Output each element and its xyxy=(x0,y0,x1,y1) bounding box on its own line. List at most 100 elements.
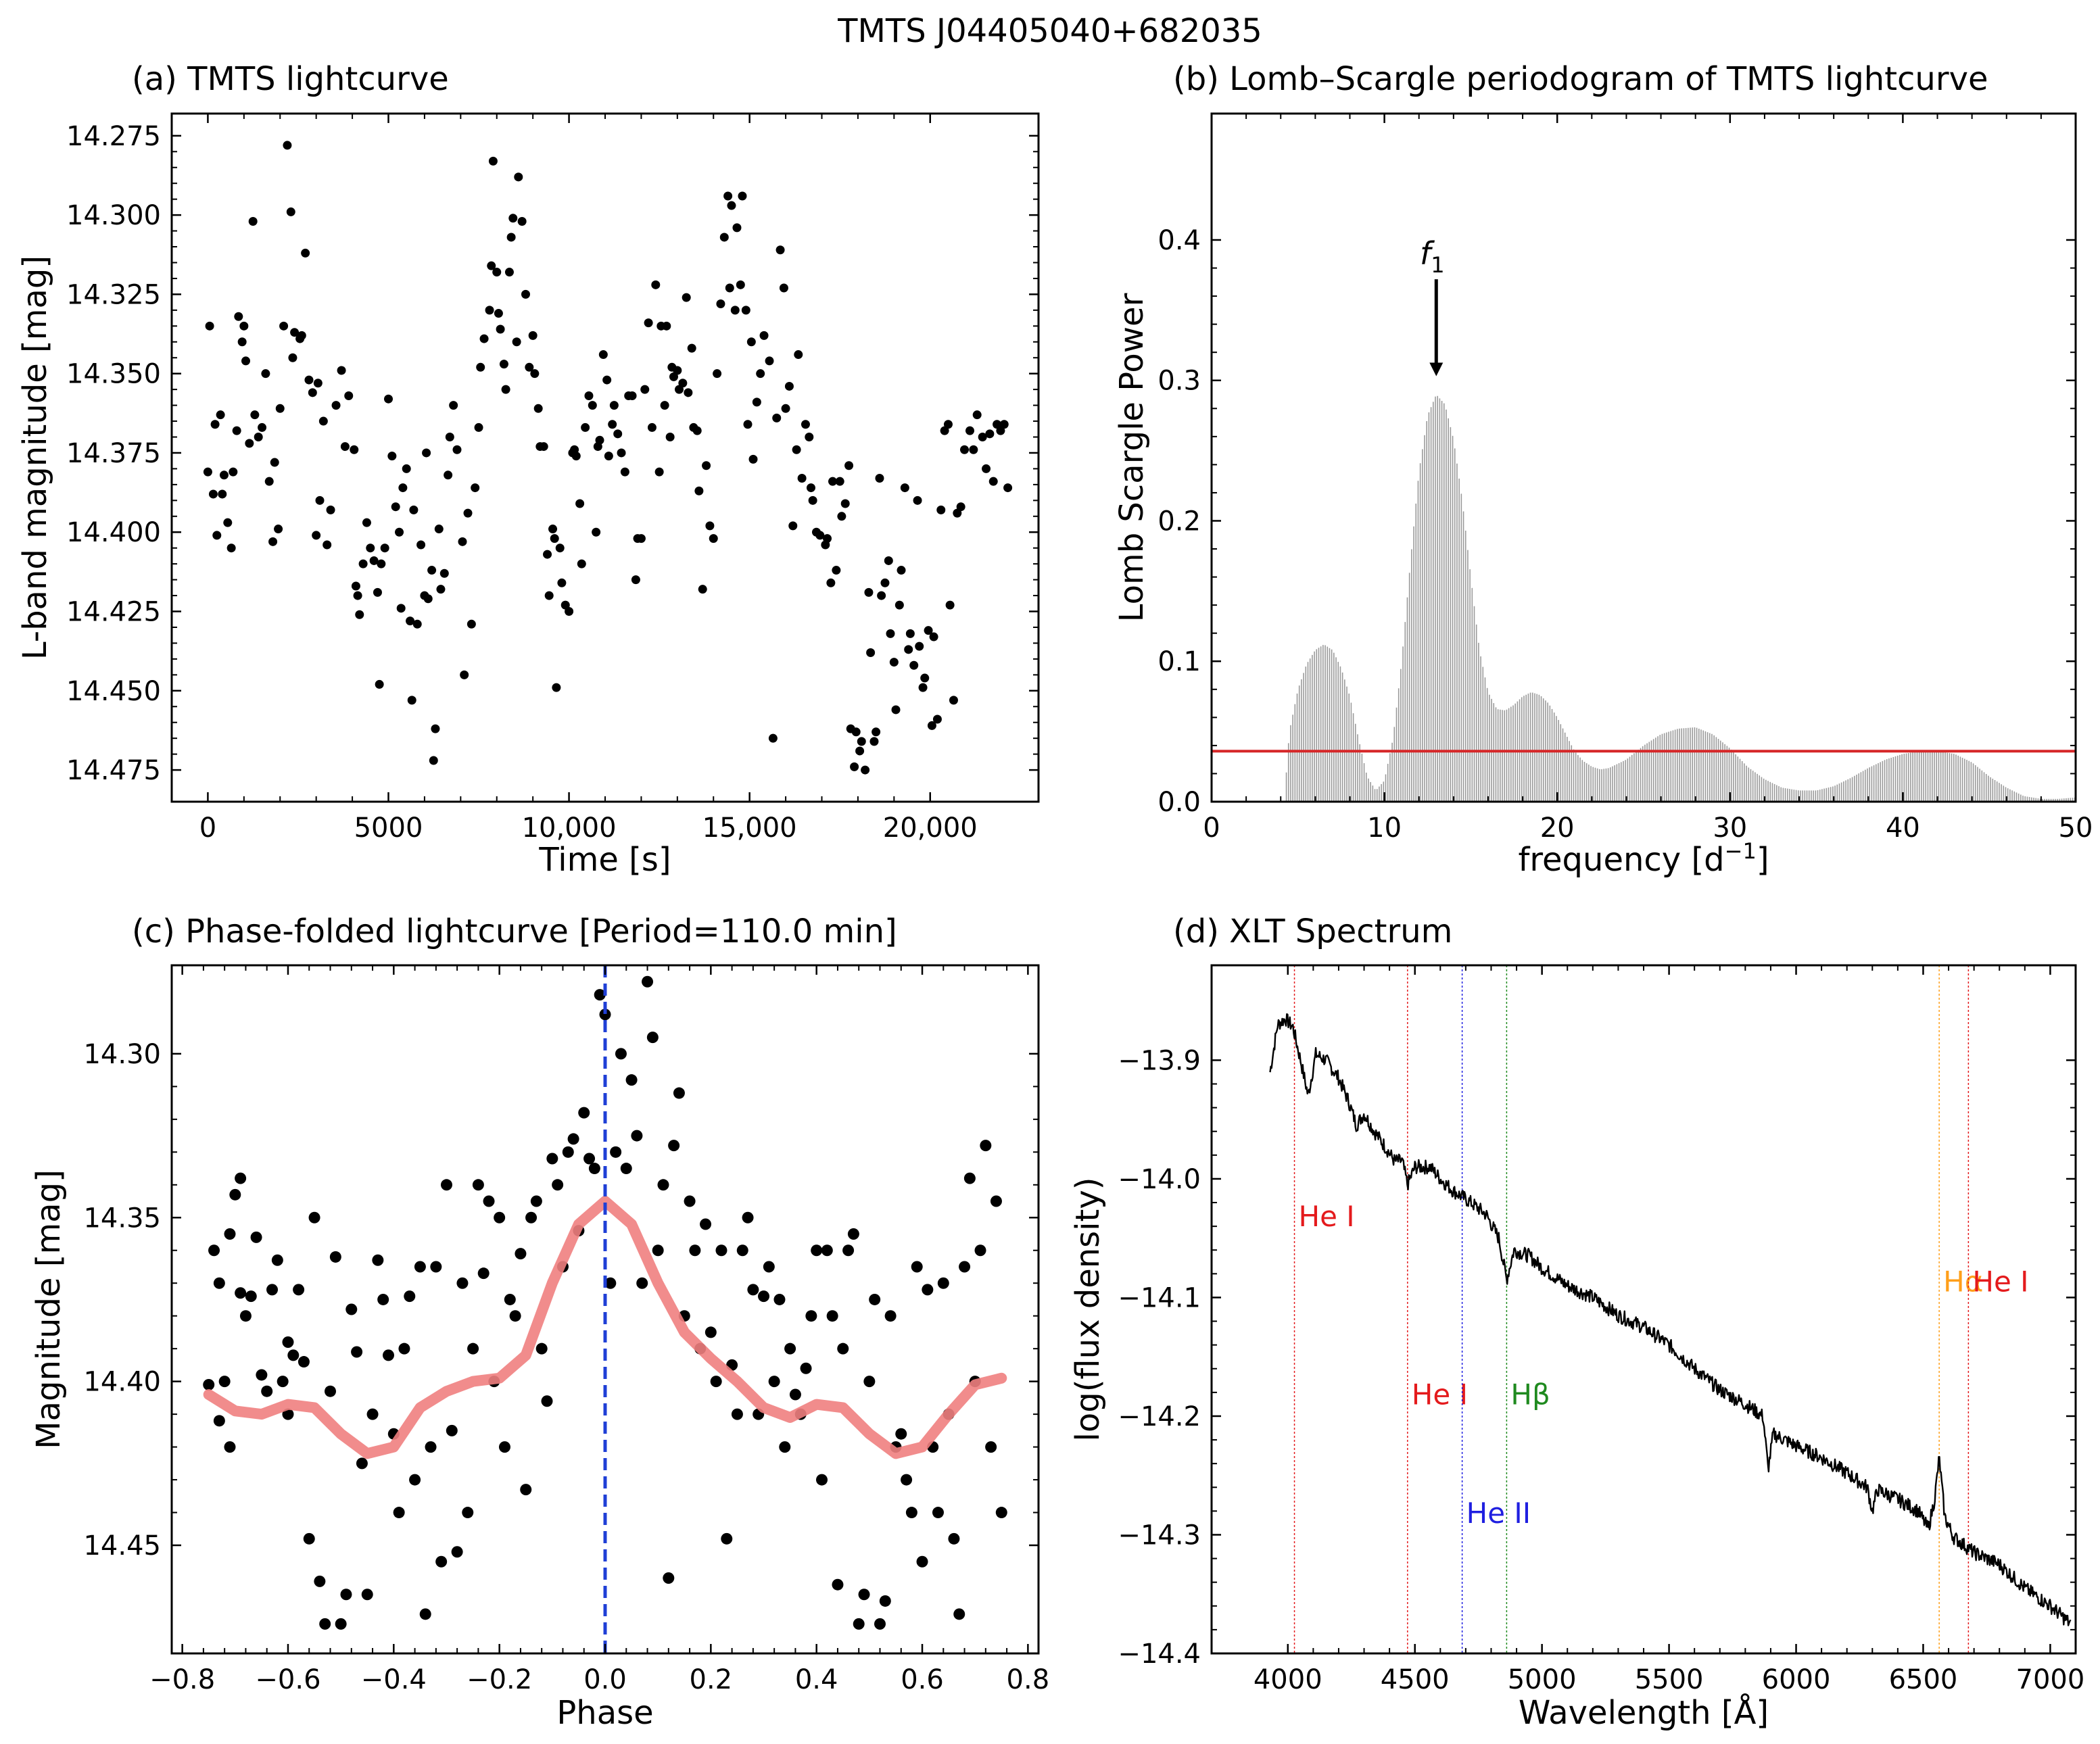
phase-point xyxy=(636,1277,648,1289)
lightcurve-point xyxy=(869,737,879,746)
f1-label: f1 xyxy=(1420,235,1445,278)
lightcurve-point xyxy=(752,397,761,407)
lightcurve-point xyxy=(380,543,389,553)
phase-point xyxy=(366,1408,379,1420)
phase-point xyxy=(604,1277,617,1289)
lightcurve-point xyxy=(261,369,270,379)
phase-point xyxy=(578,1107,590,1119)
phase-point xyxy=(826,1310,838,1322)
phase-point xyxy=(652,1244,664,1257)
lightcurve-point xyxy=(471,483,480,493)
lightcurve-point xyxy=(889,658,899,667)
lightcurve-point xyxy=(792,445,801,454)
lightcurve-point xyxy=(398,483,408,493)
lightcurve-point xyxy=(254,433,263,442)
phase-point xyxy=(297,1356,310,1368)
lightcurve-point xyxy=(402,464,411,473)
phase-point xyxy=(266,1284,279,1296)
lightcurve-point xyxy=(660,401,669,410)
phase-point xyxy=(245,1290,257,1303)
phase-point xyxy=(583,1153,596,1165)
lightcurve-point xyxy=(866,648,876,658)
lightcurve-point xyxy=(709,534,718,543)
panel-d-axes-frame xyxy=(1210,964,2077,1655)
lightcurve-point xyxy=(373,587,382,597)
lightcurve-point xyxy=(936,505,946,514)
phase-point xyxy=(700,1218,712,1230)
lightcurve-point xyxy=(436,585,446,594)
lightcurve-point xyxy=(909,660,919,670)
phase-point xyxy=(208,1244,220,1257)
lightcurve-point xyxy=(412,619,422,629)
lightcurve-point xyxy=(913,495,922,505)
panel-d-xtick-label: 5500 xyxy=(1635,1664,1704,1695)
phase-point xyxy=(239,1310,252,1322)
lightcurve-point xyxy=(775,245,785,255)
lightcurve-point xyxy=(732,223,742,233)
lightcurve-point xyxy=(784,381,794,391)
lightcurve-point xyxy=(208,489,218,499)
lightcurve-point xyxy=(794,350,803,360)
panel-d-ytick-label: −13.9 xyxy=(1118,1045,1201,1076)
lightcurve-point xyxy=(692,426,702,435)
phase-point xyxy=(498,1441,510,1453)
panel-b-ytick-label: 0.1 xyxy=(1158,646,1201,677)
phase-point xyxy=(932,1507,944,1519)
panel-b-xtick-label: 30 xyxy=(1713,813,1747,844)
panel-b-data-layer: f1 xyxy=(1212,235,2076,802)
lightcurve-point xyxy=(723,191,733,201)
panel-c-xlabel: Phase xyxy=(556,1694,653,1732)
lightcurve-point xyxy=(581,422,590,432)
panel-a-ytick-label: 14.450 xyxy=(66,676,161,707)
lightcurve-point xyxy=(353,591,362,600)
lightcurve-point xyxy=(613,429,623,439)
spectral-line-label: He I xyxy=(1299,1200,1355,1233)
lightcurve-point xyxy=(452,445,462,454)
phase-point xyxy=(372,1254,384,1266)
panel-b-title: (b) Lomb–Scargle periodogram of TMTS lig… xyxy=(1173,60,1988,98)
phase-point xyxy=(218,1376,231,1388)
phase-point xyxy=(293,1284,305,1296)
phase-point xyxy=(483,1195,495,1207)
phase-point xyxy=(356,1457,368,1470)
lightcurve-point xyxy=(331,401,341,410)
lightcurve-point xyxy=(894,600,904,610)
lightcurve-point xyxy=(730,306,740,315)
phase-point xyxy=(383,1349,394,1361)
lightcurve-point xyxy=(449,401,458,410)
lightcurve-point xyxy=(205,321,214,331)
lightcurve-point xyxy=(604,452,613,461)
lightcurve-point xyxy=(323,540,332,550)
phase-point xyxy=(345,1303,358,1315)
lightcurve-point xyxy=(738,191,747,201)
lightcurve-point xyxy=(741,306,750,315)
lightcurve-point xyxy=(315,495,325,505)
lightcurve-point xyxy=(274,525,283,534)
panel-c-xtick-label: −0.6 xyxy=(255,1664,320,1695)
lightcurve-point xyxy=(835,477,844,486)
lightcurve-point xyxy=(384,394,393,404)
phase-point xyxy=(832,1578,844,1591)
lightcurve-point xyxy=(929,632,938,641)
lightcurve-point xyxy=(772,413,782,422)
panel-c-xtick-label: 0.0 xyxy=(583,1664,627,1695)
panel-a-ylabel: L-band magnitude [mag] xyxy=(16,256,54,660)
panel-b-periodogram: f1 0 10 20 30 40 50 0.0 0.1 0.2 0.3 0.4 (b) Lomb–S… xyxy=(1113,60,2093,879)
lightcurve-point xyxy=(988,477,998,486)
lightcurve-point xyxy=(250,410,260,420)
phase-point xyxy=(456,1277,469,1289)
phase-point xyxy=(203,1378,215,1390)
lightcurve-point xyxy=(592,527,601,537)
lightcurve-point xyxy=(476,362,485,372)
lightcurve-point xyxy=(232,426,241,435)
panel-c-xtick-label: −0.4 xyxy=(361,1664,427,1695)
lightcurve-point xyxy=(351,581,360,591)
lightcurve-point xyxy=(226,543,236,553)
lightcurve-point xyxy=(369,556,379,565)
phase-point xyxy=(504,1293,516,1305)
panel-b-ytick-label: 0.0 xyxy=(1158,787,1201,818)
phase-point xyxy=(863,1376,876,1388)
panel-d-xtick-label: 6500 xyxy=(1889,1664,1958,1695)
lightcurve-point xyxy=(743,420,753,429)
lightcurve-point xyxy=(801,420,810,429)
